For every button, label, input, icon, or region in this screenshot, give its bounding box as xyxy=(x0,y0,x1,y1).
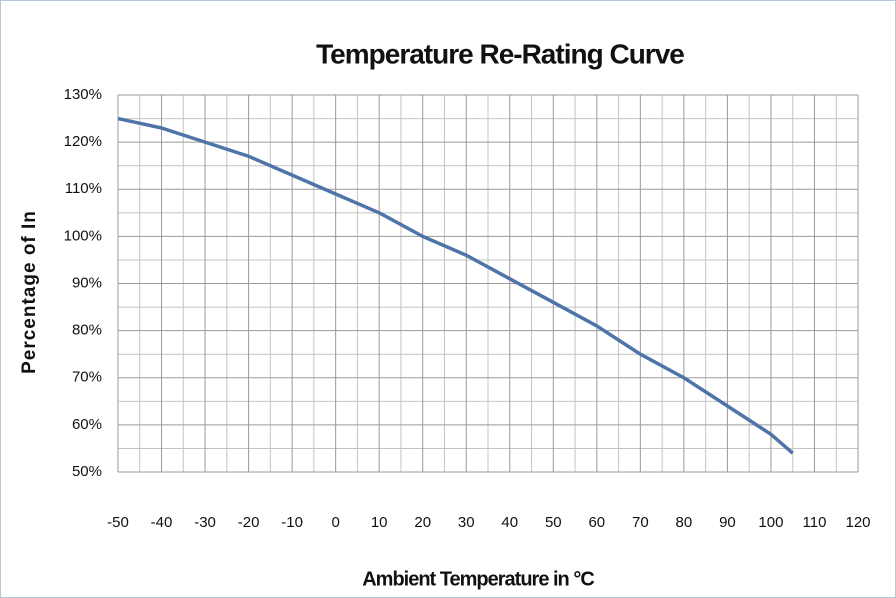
y-axis-label: Percentage of In xyxy=(19,210,40,374)
x-tick-label: 20 xyxy=(414,514,431,531)
x-tick-label: 70 xyxy=(632,514,649,531)
y-tick-label: 110% xyxy=(65,180,102,197)
y-tick-label: 50% xyxy=(72,463,102,480)
x-tick-label: 10 xyxy=(371,514,388,531)
y-tick-label: 100% xyxy=(64,227,102,244)
x-tick-label: 60 xyxy=(588,514,605,531)
x-axis-label: Ambient Temperature in °C xyxy=(362,568,594,590)
x-tick-label: -20 xyxy=(238,514,260,531)
chart-title: Temperature Re-Rating Curve xyxy=(316,38,684,69)
x-tick-label: 90 xyxy=(719,514,736,531)
x-tick-label: 30 xyxy=(458,514,475,531)
x-tick-label: 120 xyxy=(845,514,870,531)
y-tick-label: 120% xyxy=(64,133,102,150)
y-tick-label: 80% xyxy=(72,322,102,339)
y-tick-label: 90% xyxy=(72,274,102,291)
x-tick-label: -40 xyxy=(151,514,173,531)
x-tick-label: 110 xyxy=(803,514,827,531)
x-tick-label: 0 xyxy=(331,514,339,531)
y-tick-label: 60% xyxy=(72,416,102,433)
x-tick-label: 50 xyxy=(545,514,562,531)
x-tick-label: -10 xyxy=(281,514,303,531)
x-tick-label: 100 xyxy=(758,514,783,531)
x-tick-label: -50 xyxy=(107,514,129,531)
data-line xyxy=(117,116,794,455)
x-tick-label: 40 xyxy=(501,514,518,531)
y-tick-label: 70% xyxy=(72,369,102,386)
y-tick-label: 130% xyxy=(64,86,102,103)
x-tick-label: 80 xyxy=(676,514,693,531)
plot-area: 50% 60% 70% 80% 90% 100% 110% 120% 130% -50 -40 -30… xyxy=(64,86,871,531)
x-tick-label: -30 xyxy=(194,514,216,531)
